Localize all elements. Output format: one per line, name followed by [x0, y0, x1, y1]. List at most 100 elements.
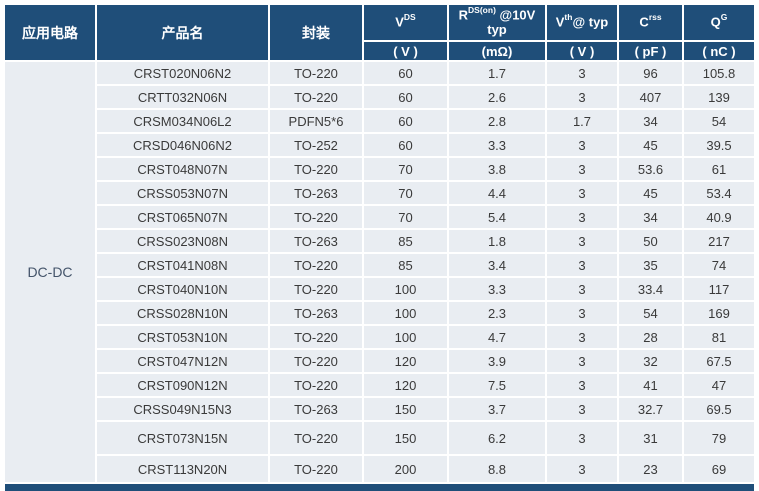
table-row: CRST073N15N TO-220 150 6.2 3 31 79 [97, 422, 754, 454]
qg-cell: 54 [684, 110, 754, 132]
vth-cell: 3 [547, 86, 617, 108]
vds-cell: 85 [364, 230, 447, 252]
rds-cell: 3.4 [449, 254, 545, 276]
header-rds: RDS(on) @10V typ [449, 5, 545, 40]
table-bottom-bar [5, 484, 754, 491]
rds-cell: 6.2 [449, 422, 545, 454]
crss-cell: 23 [619, 456, 682, 482]
qg-cell: 40.9 [684, 206, 754, 228]
crss-cell: 33.4 [619, 278, 682, 300]
table-row: CRST090N12N TO-220 120 7.5 3 41 47 [97, 374, 754, 396]
table-row: CRSS049N15N3 TO-263 150 3.7 3 32.7 69.5 [97, 398, 754, 420]
product-name-cell: CRST048N07N [97, 158, 268, 180]
vds-cell: 150 [364, 398, 447, 420]
table-row: CRST047N12N TO-220 120 3.9 3 32 67.5 [97, 350, 754, 372]
rds-cell: 3.7 [449, 398, 545, 420]
crss-cell: 45 [619, 134, 682, 156]
table-row: CRST065N07N TO-220 70 5.4 3 34 40.9 [97, 206, 754, 228]
crss-cell: 35 [619, 254, 682, 276]
package-cell: TO-220 [270, 158, 362, 180]
header-qg-unit: ( nC ) [684, 42, 754, 60]
crss-cell: 34 [619, 206, 682, 228]
header-vth: Vth@ typ [547, 5, 617, 40]
package-cell: TO-220 [270, 62, 362, 84]
vds-cell: 100 [364, 326, 447, 348]
header-group-crss: Crss ( pF ) [619, 5, 682, 60]
crss-cell: 407 [619, 86, 682, 108]
rds-cell: 5.4 [449, 206, 545, 228]
header-rds-unit: (mΩ) [449, 42, 545, 60]
header-vth-text: Vth@ typ [555, 12, 609, 30]
header-app-circuit: 应用电路 [5, 5, 95, 60]
qg-cell: 61 [684, 158, 754, 180]
table-row: CRSS028N10N TO-263 100 2.3 3 54 169 [97, 302, 754, 324]
qg-cell: 169 [684, 302, 754, 324]
table-row: CRTT032N06N TO-220 60 2.6 3 407 139 [97, 86, 754, 108]
product-name-cell: CRST090N12N [97, 374, 268, 396]
rds-cell: 8.8 [449, 456, 545, 482]
vds-cell: 120 [364, 374, 447, 396]
package-cell: TO-263 [270, 302, 362, 324]
app-circuit-cell: DC-DC [5, 62, 95, 482]
vds-cell: 200 [364, 456, 447, 482]
vds-cell: 60 [364, 110, 447, 132]
vds-cell: 70 [364, 206, 447, 228]
rds-cell: 3.9 [449, 350, 545, 372]
package-cell: PDFN5*6 [270, 110, 362, 132]
table-row: CRST113N20N TO-220 200 8.8 3 23 69 [97, 456, 754, 482]
table-row: CRST053N10N TO-220 100 4.7 3 28 81 [97, 326, 754, 348]
vds-cell: 100 [364, 278, 447, 300]
header-vds-text: VDS [395, 12, 416, 30]
table-row: CRSS053N07N TO-263 70 4.4 3 45 53.4 [97, 182, 754, 204]
product-name-cell: CRSD046N06N2 [97, 134, 268, 156]
crss-cell: 31 [619, 422, 682, 454]
qg-cell: 69 [684, 456, 754, 482]
table-row: CRSM034N06L2 PDFN5*6 60 2.8 1.7 34 54 [97, 110, 754, 132]
rds-cell: 2.3 [449, 302, 545, 324]
package-cell: TO-220 [270, 254, 362, 276]
crss-cell: 50 [619, 230, 682, 252]
qg-cell: 217 [684, 230, 754, 252]
vth-cell: 3 [547, 398, 617, 420]
vth-cell: 3 [547, 62, 617, 84]
crss-cell: 32.7 [619, 398, 682, 420]
header-crss: Crss [619, 5, 682, 40]
header-group-rds: RDS(on) @10V typ (mΩ) [449, 5, 545, 60]
product-name-cell: CRST113N20N [97, 456, 268, 482]
package-cell: TO-220 [270, 350, 362, 372]
vth-cell: 3 [547, 422, 617, 454]
rds-cell: 3.3 [449, 134, 545, 156]
header-package: 封装 [270, 5, 362, 60]
vth-cell: 3 [547, 302, 617, 324]
package-cell: TO-252 [270, 134, 362, 156]
crss-cell: 45 [619, 182, 682, 204]
product-name-cell: CRSS053N07N [97, 182, 268, 204]
header-product-name: 产品名 [97, 5, 268, 60]
package-cell: TO-220 [270, 326, 362, 348]
product-name-cell: CRTT032N06N [97, 86, 268, 108]
qg-cell: 74 [684, 254, 754, 276]
qg-cell: 67.5 [684, 350, 754, 372]
header-crss-unit: ( pF ) [619, 42, 682, 60]
vds-cell: 100 [364, 302, 447, 324]
crss-cell: 96 [619, 62, 682, 84]
header-qg: QG [684, 5, 754, 40]
qg-cell: 39.5 [684, 134, 754, 156]
table-row: CRST048N07N TO-220 70 3.8 3 53.6 61 [97, 158, 754, 180]
package-cell: TO-220 [270, 456, 362, 482]
table-rows: CRST020N06N2 TO-220 60 1.7 3 96 105.8 CR… [97, 62, 754, 482]
table-row: CRST041N08N TO-220 85 3.4 3 35 74 [97, 254, 754, 276]
header-group-qg: QG ( nC ) [684, 5, 754, 60]
vth-cell: 3 [547, 326, 617, 348]
vth-cell: 3 [547, 230, 617, 252]
package-cell: TO-220 [270, 86, 362, 108]
crss-cell: 54 [619, 302, 682, 324]
product-name-cell: CRST073N15N [97, 422, 268, 454]
vth-cell: 3 [547, 182, 617, 204]
rds-cell: 1.7 [449, 62, 545, 84]
qg-cell: 69.5 [684, 398, 754, 420]
vds-cell: 120 [364, 350, 447, 372]
product-name-cell: CRST065N07N [97, 206, 268, 228]
product-name-cell: CRSM034N06L2 [97, 110, 268, 132]
crss-cell: 34 [619, 110, 682, 132]
